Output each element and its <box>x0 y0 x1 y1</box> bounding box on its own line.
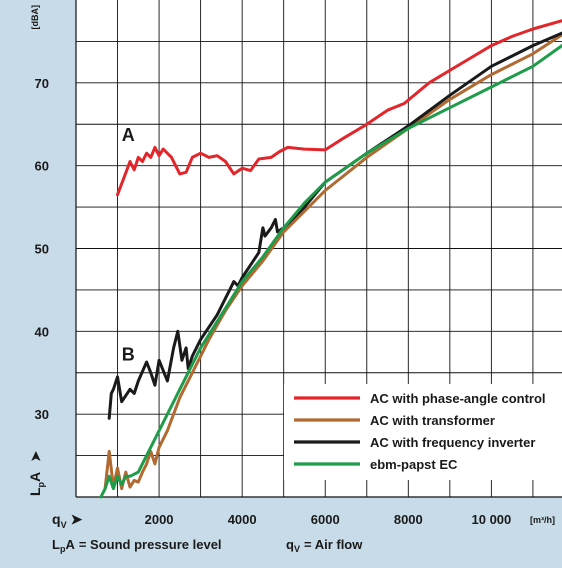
legend-label-2: AC with transformer <box>370 413 495 428</box>
x-tick-label: 8000 <box>394 512 423 527</box>
caption-qv-text: = Air flow <box>304 537 363 552</box>
curve-label-a: A <box>122 125 135 145</box>
x-axis-unit: [m³/h] <box>530 515 555 525</box>
y-tick-label: 60 <box>35 159 49 174</box>
x-axis-symbol: q <box>52 511 61 527</box>
x-tick-label: 4000 <box>228 512 257 527</box>
svg-text:LpA➤: LpA➤ <box>27 451 46 496</box>
curve-label-b: B <box>122 344 135 364</box>
y-axis-unit: [dBA] <box>30 5 40 30</box>
legend-label-3: AC with frequency inverter <box>370 435 535 450</box>
x-tick-labels: 2000 4000 6000 8000 10 000 <box>145 512 512 527</box>
x-axis-arrow: ➤ <box>71 511 83 527</box>
y-tick-labels: 30 40 50 60 70 <box>35 76 49 422</box>
x-tick-label: 2000 <box>145 512 174 527</box>
svg-text:qV➤: qV ➤ <box>52 511 83 530</box>
legend-label-1: AC with phase-angle control <box>370 391 546 406</box>
svg-text:LpA= Sound pressure level: LpA= Sound pressure level <box>52 537 222 554</box>
x-tick-label: 6000 <box>311 512 340 527</box>
caption-qv-subscript: V <box>294 544 300 554</box>
legend-label-4: ebm-papst EC <box>370 457 458 472</box>
y-axis-label: LpA➤ <box>27 451 46 496</box>
y-tick-label: 30 <box>35 407 49 422</box>
svg-text:qV= Air flow: qV = Air flow <box>286 537 363 554</box>
x-axis-label: qV ➤ <box>52 511 83 530</box>
y-tick-label: 50 <box>35 242 49 257</box>
caption-lpa-text: = Sound pressure level <box>79 537 222 552</box>
caption-lpa-suffix: A <box>65 537 75 552</box>
legend: AC with phase-angle control AC with trans… <box>284 384 562 480</box>
y-tick-label: 40 <box>35 324 49 339</box>
caption: LpA= Sound pressure level qV= Air flow <box>52 537 363 554</box>
caption-lpa-symbol: L <box>52 537 60 552</box>
caption-qv-symbol: q <box>286 537 294 552</box>
y-tick-label: 70 <box>35 76 49 91</box>
y-axis-suffix: A <box>27 472 43 482</box>
x-axis-subscript: V <box>61 520 67 530</box>
y-axis-arrow: ➤ <box>28 451 43 462</box>
x-tick-label: 10 000 <box>472 512 512 527</box>
